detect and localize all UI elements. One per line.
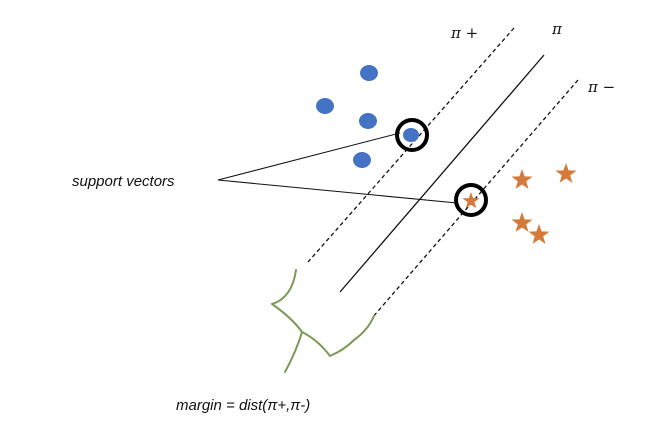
negative-point-icon <box>555 163 577 183</box>
negative-point-icon <box>511 169 533 189</box>
support-vector-pointer-line <box>217 132 401 181</box>
support-vector-ring-icon <box>454 183 488 217</box>
hyperplane-pi-plus <box>307 27 515 263</box>
support-vector-ring-icon <box>395 118 429 152</box>
hyperplane-pi <box>339 54 545 293</box>
positive-point-icon <box>353 152 371 168</box>
negative-support-vector-point-icon <box>462 192 480 209</box>
negative-point-icon <box>528 224 550 244</box>
negative-point-icon <box>511 212 533 232</box>
label-pi-minus: π − <box>587 78 615 96</box>
positive-point-icon <box>360 65 378 81</box>
margin-label: margin = dist(π+,π-) <box>176 397 310 414</box>
label-pi: π <box>551 20 563 38</box>
positive-point-icon <box>359 113 377 129</box>
positive-point-icon <box>316 98 334 114</box>
support-vectors-label: support vectors <box>72 173 175 190</box>
support-vector-pointer-line <box>217 179 458 204</box>
positive-support-vector-point-icon <box>403 128 419 142</box>
margin-brace <box>271 269 375 373</box>
label-pi-plus: π + <box>450 24 478 42</box>
